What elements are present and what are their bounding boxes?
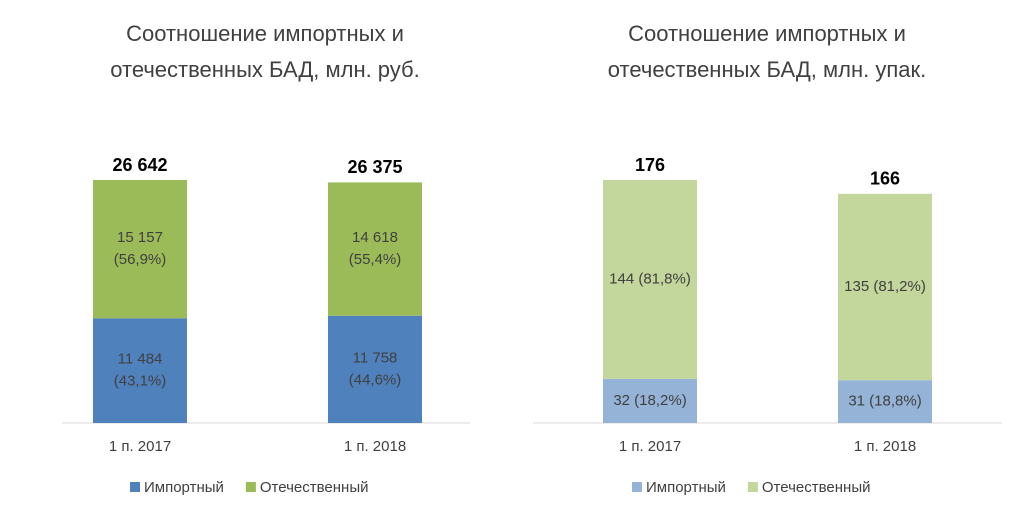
legend-swatch bbox=[632, 482, 642, 492]
bar-segment bbox=[603, 180, 697, 379]
total-label: 176 bbox=[635, 155, 665, 175]
x-tick-label: 1 п. 2018 bbox=[854, 438, 916, 455]
data-label: 31 (18,8%) bbox=[848, 393, 921, 410]
chart-title: Соотношение импортных и bbox=[126, 21, 404, 46]
data-label: 144 (81,8%) bbox=[609, 270, 691, 287]
bar-segment bbox=[328, 315, 422, 423]
chart-title: отечественных БАД, млн. упак. bbox=[608, 57, 926, 82]
data-label: (44,6%) bbox=[349, 371, 402, 388]
legend-label: Отечественный bbox=[762, 479, 871, 496]
legend-label: Импортный bbox=[144, 479, 224, 496]
legend-swatch bbox=[747, 482, 758, 492]
data-label: 11 758 bbox=[353, 349, 398, 366]
chart-title: Соотношение импортных и bbox=[628, 21, 906, 46]
legend-swatch bbox=[130, 482, 140, 492]
x-tick-label: 1 п. 2017 bbox=[619, 438, 681, 455]
data-label: 15 157 bbox=[117, 229, 163, 246]
x-tick-label: 1 п. 2018 bbox=[344, 438, 406, 455]
bar-segment bbox=[838, 193, 932, 381]
data-label: (43,1%) bbox=[114, 373, 167, 390]
data-label: (55,4%) bbox=[349, 251, 402, 268]
bar-segment bbox=[93, 318, 187, 423]
total-label: 26 375 bbox=[347, 157, 402, 177]
legend: Импортный Отечественный bbox=[632, 479, 871, 496]
data-label: 14 618 bbox=[352, 229, 398, 246]
legend-swatch bbox=[245, 482, 256, 492]
data-label: 135 (81,2%) bbox=[844, 278, 926, 295]
bar-segment bbox=[838, 380, 932, 423]
x-tick-label: 1 п. 2017 bbox=[109, 438, 171, 455]
legend-label: Импортный bbox=[646, 479, 726, 496]
data-label: (56,9%) bbox=[114, 251, 167, 268]
total-label: 26 642 bbox=[112, 155, 167, 175]
bar-segment bbox=[93, 180, 187, 319]
data-label: 11 484 bbox=[118, 351, 163, 368]
total-label: 166 bbox=[870, 169, 900, 189]
bar-segment bbox=[603, 378, 697, 423]
bar-segment bbox=[328, 182, 422, 316]
legend-label: Отечественный bbox=[260, 479, 369, 496]
legend: Импортный Отечественный bbox=[130, 479, 369, 496]
chart-title: отечественных БАД, млн. руб. bbox=[110, 57, 420, 82]
data-label: 32 (18,2%) bbox=[613, 392, 686, 409]
